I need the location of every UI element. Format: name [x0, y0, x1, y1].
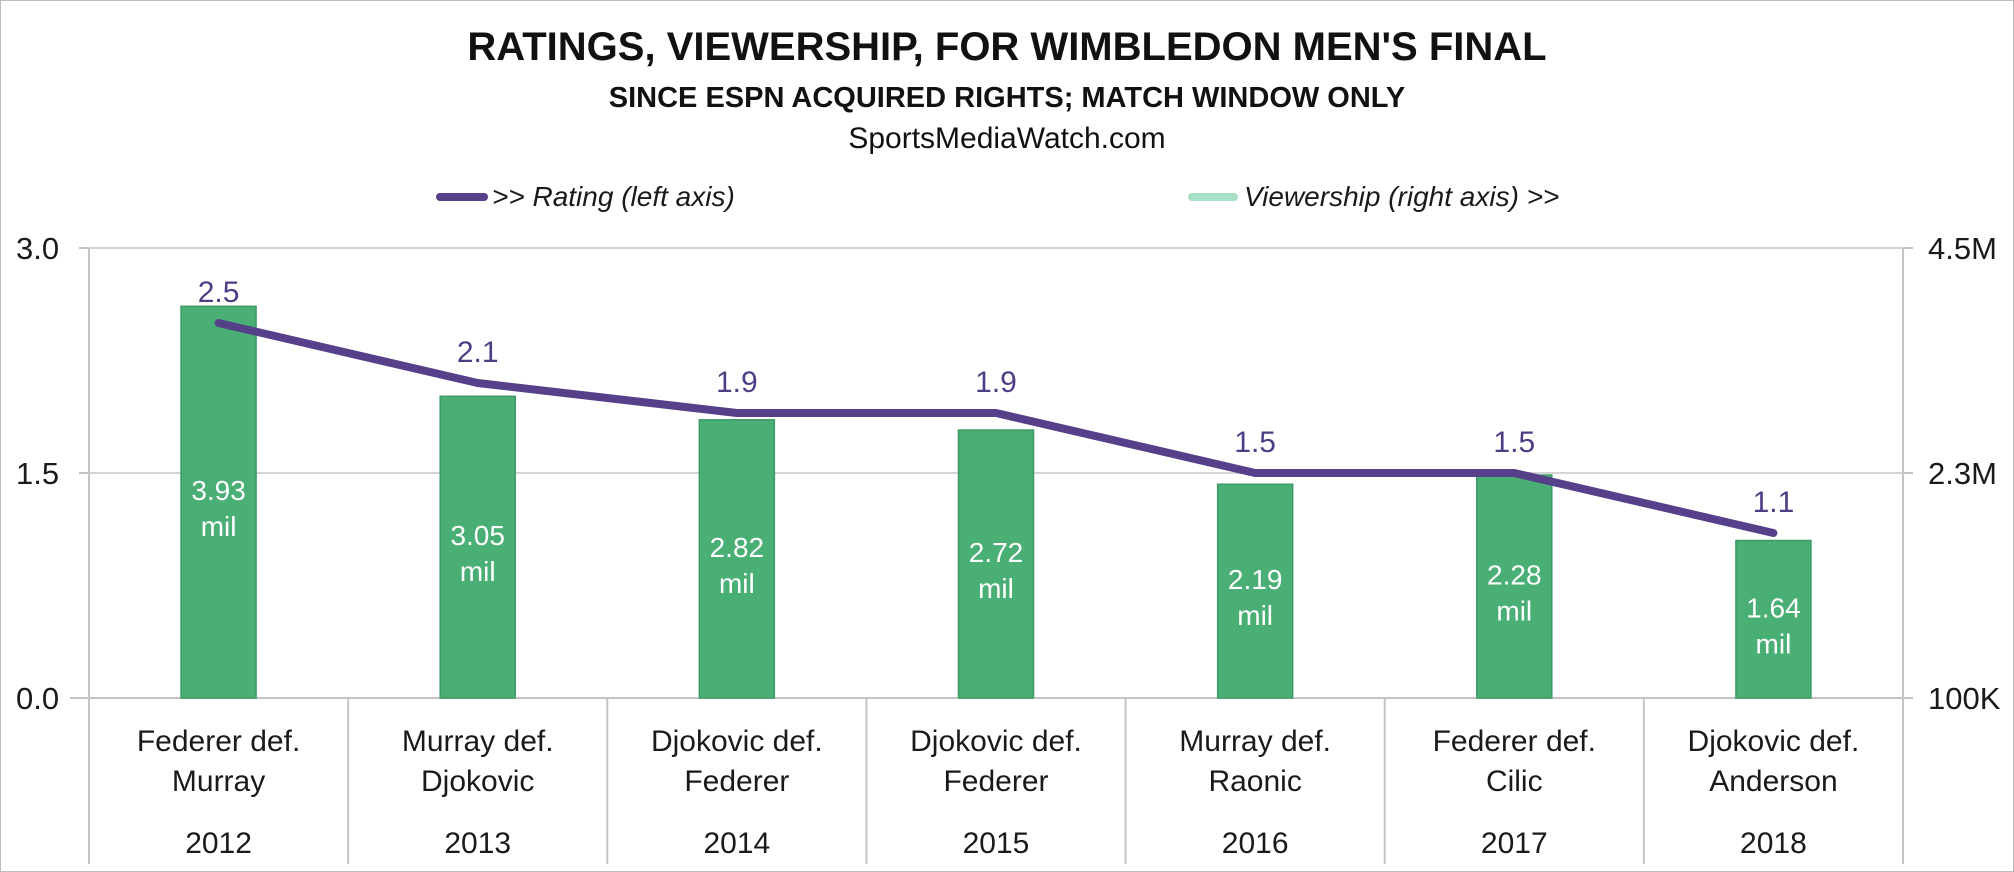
viewership-unit-label: mil — [460, 556, 496, 587]
viewership-bar — [1735, 539, 1812, 699]
rating-value-label: 1.5 — [1493, 426, 1535, 459]
rating-line — [214, 319, 1778, 537]
category-year: 2015 — [963, 827, 1030, 860]
legend: >> Rating (left axis) Viewership (right … — [436, 181, 1559, 212]
rating-line-group — [214, 319, 1778, 537]
category-year: 2018 — [1740, 827, 1807, 860]
category-matchup-line2: Federer — [684, 765, 789, 798]
category-labels: Federer def. Murray 2012 Murray def. Djokovi… — [137, 725, 1859, 860]
left-tick-label: 3.0 — [16, 231, 59, 266]
viewership-value-label: 3.93 — [191, 475, 246, 506]
viewership-bar — [1476, 474, 1553, 699]
viewership-unit-label: mil — [201, 511, 237, 542]
chart-source: SportsMediaWatch.com — [848, 122, 1165, 155]
viewership-unit-label: mil — [719, 568, 755, 599]
left-tick-label: 0.0 — [16, 681, 59, 716]
category-year: 2016 — [1222, 827, 1289, 860]
viewership-bar — [180, 305, 257, 699]
category-matchup-line2: Raonic — [1208, 765, 1301, 798]
category-matchup-line1: Djokovic def. — [910, 725, 1082, 758]
category-year: 2013 — [444, 827, 511, 860]
viewership-value-label: 3.05 — [450, 520, 505, 551]
rating-value-label: 2.1 — [457, 336, 499, 369]
category-matchup-line1: Murray def. — [1179, 725, 1331, 758]
category-matchup-line1: Federer def. — [137, 725, 300, 758]
legend-viewership-label: Viewership (right axis) >> — [1244, 181, 1559, 212]
category-matchup-line1: Djokovic def. — [1688, 725, 1860, 758]
rating-value-label: 1.1 — [1753, 486, 1795, 519]
viewership-bar — [957, 429, 1035, 699]
rating-value-label: 1.5 — [1234, 426, 1276, 459]
chart-subtitle: SINCE ESPN ACQUIRED RIGHTS; MATCH WINDOW… — [609, 82, 1405, 114]
rating-labels: 2.5 2.1 1.9 1.9 1.5 1.5 1.1 — [198, 276, 1795, 519]
viewership-unit-label: mil — [978, 573, 1014, 604]
category-matchup-line2: Djokovic — [421, 765, 534, 798]
right-tick-label: 2.3M — [1928, 456, 1997, 491]
chart-title: RATINGS, VIEWERSHIP, FOR WIMBLEDON MEN'S… — [467, 25, 1546, 69]
category-year: 2012 — [185, 827, 252, 860]
category-matchup-line2: Cilic — [1486, 765, 1543, 798]
viewership-unit-label: mil — [1756, 628, 1792, 659]
viewership-labels: 3.93 mil 3.05 mil 2.82 mil 2.72 mil 2.19 mil 2.28 m… — [191, 475, 1800, 659]
viewership-bar — [439, 395, 516, 699]
viewership-bar — [698, 419, 776, 699]
category-matchup-line1: Federer def. — [1433, 725, 1596, 758]
category-matchup-line2: Murray — [172, 765, 265, 798]
left-tick-label: 1.5 — [16, 456, 59, 491]
legend-rating-label: >> Rating (left axis) — [492, 181, 735, 212]
category-matchup-line2: Anderson — [1709, 765, 1837, 798]
viewership-unit-label: mil — [1496, 596, 1532, 627]
viewership-value-label: 1.64 — [1746, 592, 1801, 623]
rating-value-label: 1.9 — [975, 366, 1017, 399]
viewership-value-label: 2.19 — [1228, 564, 1283, 595]
rating-value-label: 1.9 — [716, 366, 758, 399]
rating-value-label: 2.5 — [198, 276, 240, 309]
viewership-bars — [180, 305, 1812, 699]
viewership-bar — [1216, 483, 1294, 699]
right-tick-label: 4.5M — [1928, 231, 1997, 266]
right-tick-label: 100K — [1928, 681, 2001, 716]
viewership-value-label: 2.28 — [1487, 560, 1542, 591]
category-year: 2017 — [1481, 827, 1548, 860]
category-matchup-line2: Federer — [943, 765, 1048, 798]
category-matchup-line1: Djokovic def. — [651, 725, 823, 758]
category-matchup-line1: Murray def. — [402, 725, 554, 758]
category-year: 2014 — [703, 827, 770, 860]
axes: 0.0 1.5 3.0 100K 2.3M 4.5M — [16, 231, 2001, 864]
viewership-unit-label: mil — [1237, 600, 1273, 631]
viewership-value-label: 2.82 — [710, 532, 765, 563]
viewership-value-label: 2.72 — [969, 537, 1024, 568]
